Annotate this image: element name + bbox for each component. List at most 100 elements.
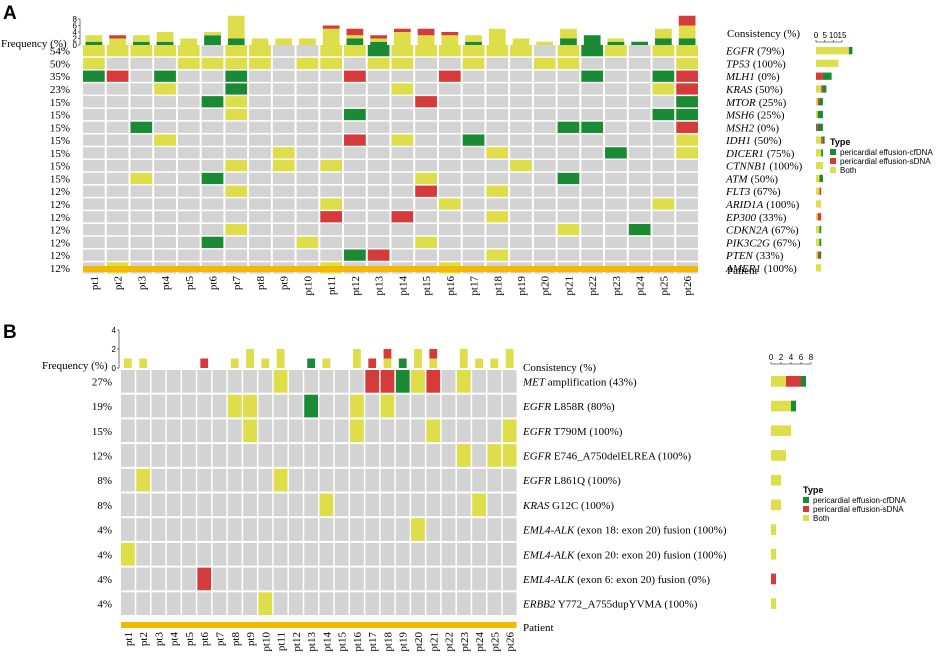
- oncoprint-cell: [227, 518, 242, 541]
- row-gene-label: ERBB2 Y772_A755dupYVMA (100%): [522, 599, 698, 611]
- oncoprint-cell: [462, 160, 485, 172]
- legend-item-label: Both: [840, 166, 856, 175]
- oncoprint-cell: [225, 96, 248, 108]
- oncoprint-cell: [581, 96, 604, 108]
- oncoprint-cell: [249, 57, 271, 70]
- gene-name: DICER1: [725, 148, 764, 160]
- side-bar-sdna: [816, 72, 823, 80]
- oncoprint-cell: [510, 223, 532, 236]
- oncoprint-cell: [395, 567, 410, 591]
- oncoprint-cell: [486, 57, 509, 70]
- oncoprint-cell: [395, 493, 410, 517]
- gene-consistency: (33%): [756, 250, 784, 262]
- top-axis-tick-label: 2: [73, 35, 78, 44]
- oncoprint-cell: [426, 394, 441, 418]
- oncoprint-cell: [151, 394, 166, 418]
- oncoprint-cell: [304, 493, 319, 517]
- oncoprint-cell: [151, 542, 166, 566]
- oncoprint-cell: [320, 96, 343, 108]
- side-bar-cfdna: [801, 376, 806, 387]
- gene-name: EGFR: [522, 450, 551, 462]
- oncoprint-cell: [177, 198, 200, 210]
- side-bar-both: [816, 264, 822, 272]
- oncoprint-cell: [121, 493, 135, 517]
- oncoprint-cell: [652, 83, 675, 95]
- oncoprint-cell: [462, 121, 485, 133]
- oncoprint-cell: [462, 211, 485, 223]
- oncoprint-cell: [182, 394, 196, 418]
- top-bar-both: [180, 38, 198, 45]
- oncoprint-cell: [243, 468, 257, 492]
- row-frequency: 12%: [50, 237, 70, 249]
- oncoprint-cell: [249, 185, 271, 197]
- oncoprint-cell: [154, 160, 176, 172]
- patient-label: pt11: [326, 276, 338, 295]
- oncoprint-cell: [365, 444, 380, 467]
- oncoprint-cell: [367, 83, 390, 95]
- oncoprint-cell: [462, 223, 485, 236]
- oncoprint-cell: [462, 96, 485, 108]
- oncoprint-cell: [652, 160, 675, 172]
- oncoprint-cell: [243, 567, 257, 591]
- oncoprint-cell: [154, 108, 176, 121]
- oncoprint-cell: [304, 542, 319, 566]
- oncoprint-cell: [365, 567, 380, 591]
- row-frequency: 8%: [97, 500, 112, 512]
- top-bar-both: [536, 41, 554, 45]
- row-gene-label: TP53 (100%): [726, 58, 786, 70]
- side-bar-cfdna: [822, 72, 832, 80]
- side-bar-cfdna: [819, 251, 822, 259]
- oncoprint-cell: [391, 160, 414, 172]
- oncoprint-cell: [106, 185, 129, 197]
- oncoprint-cell: [212, 493, 227, 517]
- legend-item-label: pericardial effusion-cfDNA: [840, 148, 933, 157]
- legend-swatch: [830, 149, 836, 155]
- oncoprint-cell: [411, 567, 425, 591]
- oncoprint-cell: [487, 394, 502, 418]
- gene-name: EGFR: [522, 475, 551, 487]
- row-gene-label: IDH1 (50%): [725, 135, 782, 147]
- side-axis-tick-label: 8: [809, 353, 814, 362]
- legend-swatch: [803, 506, 809, 512]
- oncoprint-cell: [344, 211, 366, 223]
- oncoprint-cell: [288, 370, 303, 393]
- oncoprint-cell: [344, 236, 366, 248]
- oncoprint-cell: [365, 419, 380, 443]
- oncoprint-cell: [201, 211, 224, 223]
- oncoprint-cell: [273, 518, 288, 541]
- oncoprint-cell: [296, 121, 319, 133]
- legend-item-label: pericardial effusion-sDNA: [813, 505, 904, 514]
- oncoprint-cell: [365, 493, 380, 517]
- oncoprint-cell: [304, 592, 319, 615]
- row-frequency: 50%: [50, 58, 70, 70]
- oncoprint-cell: [581, 172, 604, 185]
- oncoprint-cell: [557, 147, 580, 159]
- oncoprint-cell: [605, 121, 627, 133]
- row-gene-label: EGFR L858R (80%): [522, 401, 615, 413]
- side-bar-both: [771, 548, 776, 560]
- oncoprint-cell: [304, 567, 319, 591]
- oncoprint-cell: [154, 211, 176, 223]
- oncoprint-cell: [319, 419, 334, 443]
- row-frequency: 15%: [50, 173, 70, 185]
- oncoprint-cell: [258, 419, 273, 443]
- oncoprint-cell: [197, 370, 212, 393]
- oncoprint-cell: [676, 198, 698, 210]
- top-bar-both: [678, 25, 696, 39]
- oncoprint-cell: [426, 493, 441, 517]
- oncoprint-cell: [243, 370, 257, 393]
- oncoprint-cell: [676, 83, 698, 95]
- side-bar-both: [816, 251, 818, 259]
- oncoprint-cell: [510, 236, 532, 248]
- top-bar-both: [346, 35, 364, 39]
- patient-label: pt9: [245, 632, 257, 647]
- oncoprint-cell: [272, 172, 295, 185]
- oncoprint-cell: [225, 223, 248, 236]
- gene-name: PIK3C2G: [725, 237, 770, 249]
- oncoprint-cell: [212, 370, 227, 393]
- patient-label: pt22: [444, 632, 456, 652]
- oncoprint-cell: [334, 493, 349, 517]
- oncoprint-cell: [502, 394, 517, 418]
- gene-name: AMER1: [725, 263, 761, 275]
- oncoprint-cell: [391, 134, 414, 146]
